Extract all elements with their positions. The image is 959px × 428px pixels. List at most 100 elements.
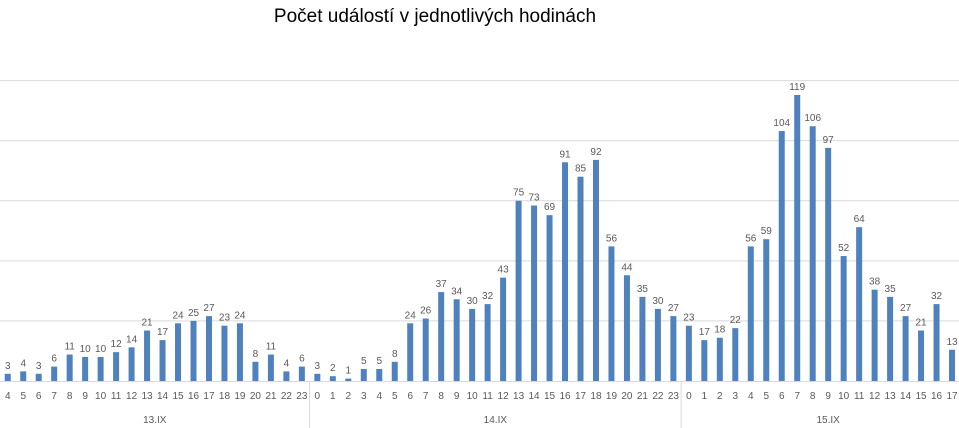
data-label: 14 bbox=[126, 334, 138, 345]
data-label: 85 bbox=[575, 164, 587, 175]
data-label: 5 bbox=[361, 356, 367, 367]
bar bbox=[360, 368, 367, 381]
data-label: 25 bbox=[188, 308, 200, 319]
bars bbox=[4, 95, 956, 381]
x-tick-label: 17 bbox=[575, 391, 587, 402]
x-tick-label: 15 bbox=[172, 391, 184, 402]
data-label: 32 bbox=[482, 291, 494, 302]
bar bbox=[825, 147, 832, 381]
bar bbox=[82, 356, 89, 381]
bar bbox=[670, 316, 677, 381]
bar bbox=[298, 366, 305, 381]
bar bbox=[391, 361, 398, 381]
x-tick-label: 2 bbox=[346, 391, 352, 402]
bar bbox=[577, 176, 584, 381]
x-tick-label: 0 bbox=[315, 391, 321, 402]
data-label: 35 bbox=[637, 284, 649, 295]
x-tick-label: 21 bbox=[637, 391, 649, 402]
chart-title: Počet událostí v jednotlivých hodinách bbox=[273, 6, 597, 27]
bar bbox=[314, 373, 321, 381]
bar bbox=[376, 368, 383, 381]
bar bbox=[175, 323, 182, 381]
x-tick-label: 9 bbox=[825, 391, 831, 402]
x-tick-label: 17 bbox=[203, 391, 215, 402]
bar bbox=[918, 330, 925, 381]
bar bbox=[716, 337, 723, 381]
x-tick-label: 9 bbox=[454, 391, 460, 402]
data-label: 91 bbox=[559, 149, 571, 160]
data-label: 18 bbox=[714, 325, 726, 336]
group-label: 14.IX bbox=[484, 415, 508, 426]
data-label: 59 bbox=[761, 226, 773, 237]
x-tick-label: 11 bbox=[111, 391, 122, 402]
data-label: 27 bbox=[900, 303, 912, 314]
bar bbox=[562, 162, 569, 381]
x-tick-label: 8 bbox=[67, 391, 73, 402]
bar bbox=[205, 316, 212, 381]
bar bbox=[144, 330, 151, 381]
data-label: 26 bbox=[420, 306, 432, 317]
x-tick-label: 6 bbox=[407, 391, 413, 402]
x-tick-label: 16 bbox=[931, 391, 943, 402]
bar bbox=[654, 308, 661, 381]
bar bbox=[453, 299, 460, 381]
bar bbox=[236, 323, 243, 381]
x-tick-label: 7 bbox=[423, 391, 429, 402]
bar bbox=[763, 239, 770, 381]
bar bbox=[933, 304, 940, 381]
data-label: 4 bbox=[284, 358, 290, 369]
data-label: 30 bbox=[467, 296, 479, 307]
x-tick-label: 7 bbox=[51, 391, 57, 402]
x-tick-label: 19 bbox=[234, 391, 246, 402]
x-tick-label: 1 bbox=[702, 391, 708, 402]
bar bbox=[4, 373, 11, 381]
bar bbox=[515, 200, 522, 381]
bar bbox=[949, 349, 956, 381]
bar bbox=[252, 361, 259, 381]
data-label: 24 bbox=[172, 310, 184, 321]
data-label: 11 bbox=[266, 342, 277, 353]
data-label: 5 bbox=[376, 356, 382, 367]
bar bbox=[97, 356, 104, 381]
bar bbox=[623, 275, 630, 381]
x-tick-label: 12 bbox=[126, 391, 138, 402]
bar bbox=[500, 277, 507, 381]
x-tick-label: 23 bbox=[668, 391, 680, 402]
data-label: 64 bbox=[854, 214, 866, 225]
data-label: 11 bbox=[64, 342, 75, 353]
x-tick-label: 4 bbox=[748, 391, 754, 402]
data-label: 13 bbox=[946, 337, 958, 348]
x-tick-label: 6 bbox=[779, 391, 785, 402]
x-tick-label: 5 bbox=[392, 391, 398, 402]
bar bbox=[747, 246, 754, 381]
x-tick-label: 22 bbox=[281, 391, 293, 402]
data-label: 3 bbox=[36, 361, 42, 372]
bar bbox=[685, 325, 692, 381]
data-label: 3 bbox=[5, 361, 11, 372]
x-tick-label: 18 bbox=[590, 391, 602, 402]
x-tick-label: 16 bbox=[559, 391, 571, 402]
bar bbox=[871, 289, 878, 381]
data-label: 1 bbox=[346, 366, 352, 377]
x-tick-label: 14 bbox=[157, 391, 169, 402]
bar bbox=[809, 126, 816, 381]
x-tick-label: 8 bbox=[438, 391, 444, 402]
bar bbox=[546, 215, 553, 381]
bar bbox=[794, 95, 801, 381]
x-tick-label: 3 bbox=[733, 391, 739, 402]
data-label: 69 bbox=[544, 202, 556, 213]
bar bbox=[856, 227, 863, 381]
data-label: 8 bbox=[253, 349, 259, 360]
data-label: 34 bbox=[451, 286, 463, 297]
x-tick-label: 11 bbox=[482, 391, 493, 402]
data-label: 27 bbox=[668, 303, 680, 314]
data-label: 17 bbox=[699, 327, 711, 338]
data-label: 97 bbox=[823, 135, 835, 146]
bar bbox=[51, 366, 58, 381]
x-tick-label: 14 bbox=[528, 391, 540, 402]
bar bbox=[592, 159, 599, 381]
bar bbox=[113, 352, 120, 381]
bar bbox=[887, 296, 894, 381]
